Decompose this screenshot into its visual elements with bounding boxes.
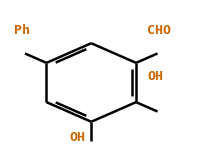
Text: OH: OH xyxy=(70,131,86,144)
Text: OH: OH xyxy=(147,70,163,83)
Text: Ph: Ph xyxy=(14,24,30,37)
Text: CHO: CHO xyxy=(147,24,171,37)
